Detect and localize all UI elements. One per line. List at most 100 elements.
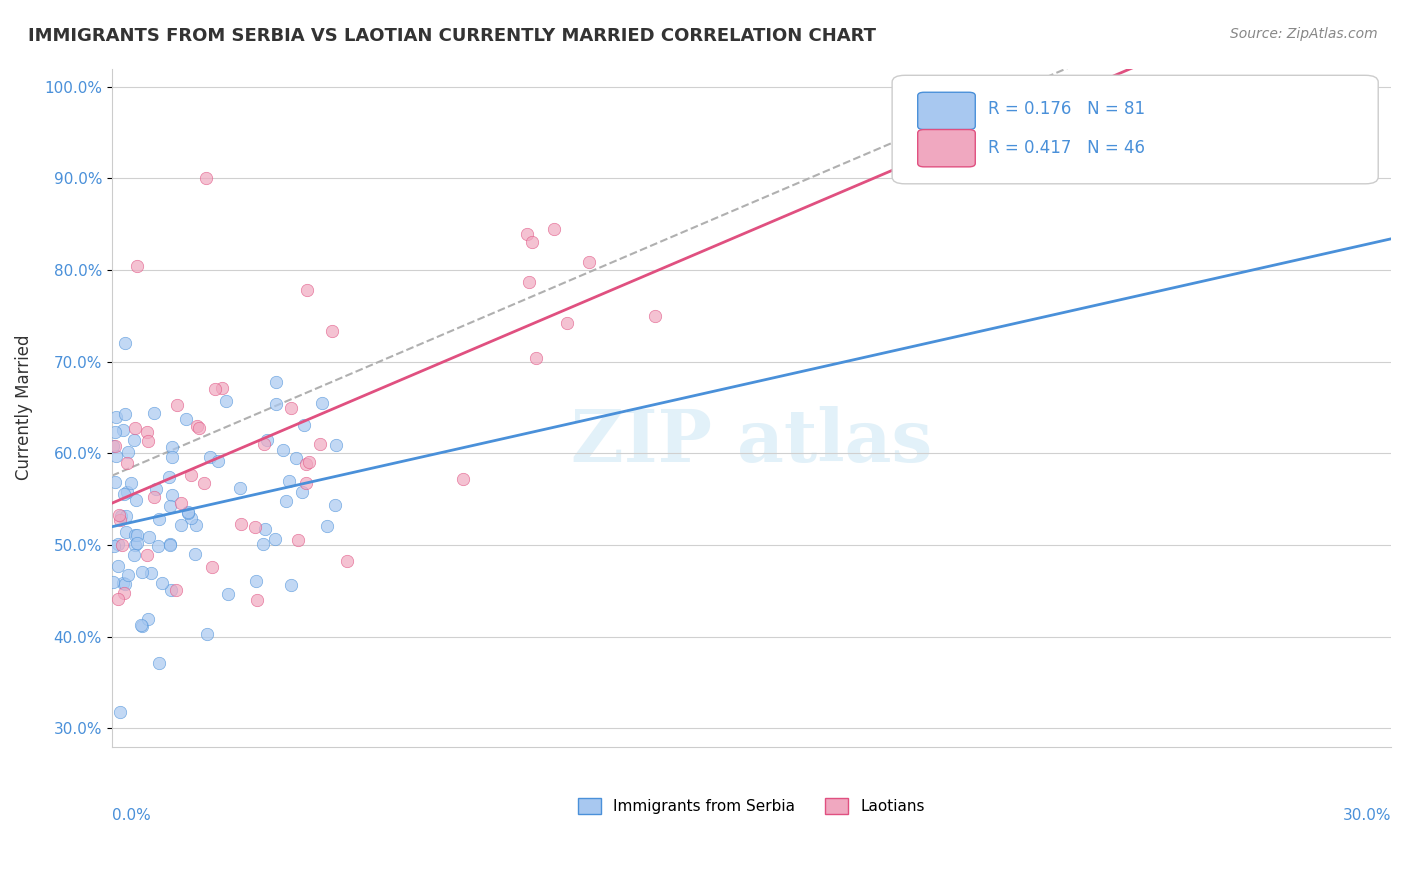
Immigrants from Serbia [170, 518, 193, 533]
Laotians [252, 437, 274, 451]
Immigrants from Serbia [316, 519, 339, 533]
FancyBboxPatch shape [918, 129, 976, 167]
Immigrants from Serbia [111, 423, 134, 437]
Laotians [108, 508, 131, 523]
Laotians [280, 401, 302, 416]
Immigrants from Serbia [148, 656, 170, 670]
Text: 0.0%: 0.0% [112, 807, 150, 822]
Immigrants from Serbia [215, 393, 238, 408]
Immigrants from Serbia [280, 577, 302, 591]
Immigrants from Serbia [291, 485, 314, 500]
Immigrants from Serbia [159, 582, 181, 597]
Laotians [246, 592, 269, 607]
Laotians [309, 437, 332, 451]
Laotians [142, 490, 165, 504]
Immigrants from Serbia [103, 540, 125, 554]
Immigrants from Serbia [200, 450, 222, 464]
Laotians [188, 421, 211, 435]
Immigrants from Serbia [108, 705, 131, 719]
Laotians [115, 456, 138, 470]
Laotians [543, 222, 565, 236]
Immigrants from Serbia [117, 568, 139, 582]
Immigrants from Serbia [115, 525, 138, 540]
Immigrants from Serbia [104, 425, 127, 440]
Laotians [287, 533, 309, 547]
Immigrants from Serbia [131, 619, 153, 633]
Laotians [194, 171, 217, 186]
Laotians [295, 457, 318, 471]
Immigrants from Serbia [131, 566, 153, 580]
Laotians [108, 513, 131, 527]
Immigrants from Serbia [107, 558, 129, 573]
Text: 30.0%: 30.0% [1343, 807, 1391, 822]
Immigrants from Serbia [114, 336, 136, 351]
Laotians [451, 472, 474, 486]
Immigrants from Serbia [160, 450, 183, 465]
Immigrants from Serbia [145, 483, 167, 497]
Immigrants from Serbia [217, 587, 239, 601]
Laotians [516, 227, 538, 242]
Legend: Immigrants from Serbia, Laotians: Immigrants from Serbia, Laotians [572, 792, 931, 821]
Immigrants from Serbia [114, 509, 136, 524]
FancyBboxPatch shape [918, 92, 976, 129]
Laotians [136, 548, 159, 562]
Immigrants from Serbia [254, 522, 277, 536]
Immigrants from Serbia [207, 454, 229, 468]
Laotians [127, 260, 149, 274]
Laotians [111, 538, 134, 552]
Immigrants from Serbia [292, 417, 315, 432]
Laotians [136, 425, 159, 440]
Immigrants from Serbia [266, 397, 288, 411]
Immigrants from Serbia [115, 484, 138, 499]
Immigrants from Serbia [124, 528, 146, 542]
Immigrants from Serbia [122, 433, 145, 447]
Immigrants from Serbia [274, 493, 297, 508]
Laotians [165, 583, 187, 598]
Immigrants from Serbia [284, 451, 307, 466]
Immigrants from Serbia [111, 575, 134, 590]
Immigrants from Serbia [110, 508, 132, 523]
Immigrants from Serbia [104, 449, 127, 463]
Laotians [124, 421, 146, 435]
Laotians [245, 519, 267, 533]
Laotians [524, 351, 547, 365]
Immigrants from Serbia [152, 576, 174, 591]
Immigrants from Serbia [157, 470, 180, 484]
Laotians [138, 434, 160, 449]
Laotians [522, 235, 544, 249]
Immigrants from Serbia [159, 500, 181, 514]
Immigrants from Serbia [195, 627, 218, 641]
Laotians [114, 585, 136, 599]
Immigrants from Serbia [120, 476, 142, 491]
Immigrants from Serbia [159, 538, 181, 552]
Immigrants from Serbia [245, 574, 267, 588]
Laotians [201, 560, 224, 574]
Laotians [204, 382, 226, 396]
Immigrants from Serbia [107, 537, 129, 551]
Immigrants from Serbia [148, 512, 170, 526]
Text: Source: ZipAtlas.com: Source: ZipAtlas.com [1230, 27, 1378, 41]
Immigrants from Serbia [177, 506, 200, 520]
Laotians [578, 255, 600, 269]
Laotians [229, 516, 252, 531]
Text: ZIP atlas: ZIP atlas [571, 406, 932, 477]
Immigrants from Serbia [101, 575, 124, 590]
Immigrants from Serbia [311, 395, 333, 409]
Immigrants from Serbia [159, 537, 181, 551]
Immigrants from Serbia [252, 537, 274, 551]
Laotians [336, 554, 359, 568]
Immigrants from Serbia [139, 566, 162, 580]
Immigrants from Serbia [264, 375, 287, 389]
Immigrants from Serbia [114, 577, 136, 591]
Immigrants from Serbia [146, 539, 169, 553]
Immigrants from Serbia [125, 493, 148, 508]
Immigrants from Serbia [271, 442, 294, 457]
Immigrants from Serbia [180, 511, 202, 525]
Laotians [294, 476, 316, 491]
Immigrants from Serbia [143, 406, 166, 420]
Laotians [193, 475, 215, 490]
Laotians [211, 381, 233, 395]
Laotians [557, 316, 579, 330]
Immigrants from Serbia [138, 530, 160, 544]
Immigrants from Serbia [117, 445, 139, 459]
